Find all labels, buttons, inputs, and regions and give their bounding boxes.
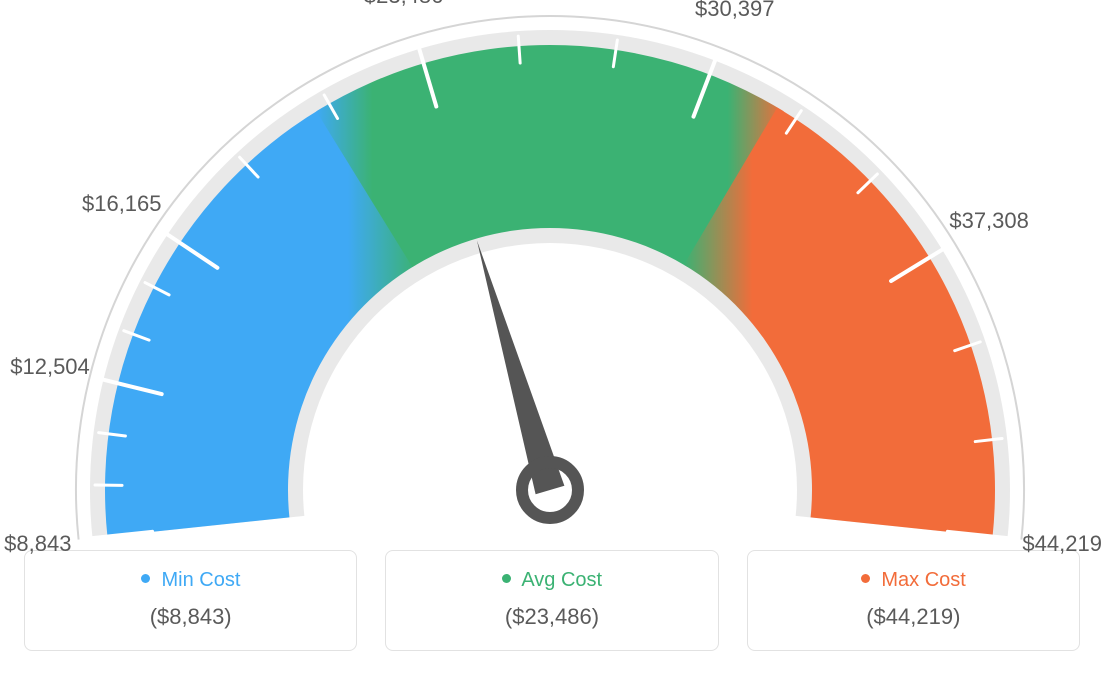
- gauge-tick-label: $12,504: [10, 354, 90, 380]
- legend-card-avg: Avg Cost ($23,486): [385, 550, 718, 651]
- legend-card-max: Max Cost ($44,219): [747, 550, 1080, 651]
- gauge-tick-label: $16,165: [82, 191, 162, 217]
- legend-value-min: ($8,843): [35, 604, 346, 630]
- legend-label: Avg Cost: [521, 569, 602, 591]
- legend-label: Min Cost: [161, 569, 240, 591]
- gauge-tick-label: $23,486: [364, 0, 444, 9]
- gauge-tick-label: $8,843: [4, 531, 71, 557]
- legend-card-min: Min Cost ($8,843): [24, 550, 357, 651]
- dot-icon: [502, 574, 511, 583]
- dot-icon: [141, 574, 150, 583]
- legend-title-avg: Avg Cost: [396, 569, 707, 592]
- dot-icon: [861, 574, 870, 583]
- chart-wrapper: $8,843 $12,504 $16,165 $23,486 $30,397 $37,30…: [0, 0, 1104, 681]
- gauge-tick-label: $44,219: [1022, 531, 1102, 557]
- gauge-tick-label: $30,397: [695, 0, 775, 22]
- legend-row: Min Cost ($8,843) Avg Cost ($23,486) Max…: [20, 550, 1084, 651]
- cost-gauge: $8,843$12,504$16,165$23,486$30,397$37,30…: [20, 10, 1084, 540]
- legend-value-avg: ($23,486): [396, 604, 707, 630]
- legend-value-max: ($44,219): [758, 604, 1069, 630]
- legend-label: Max Cost: [881, 569, 965, 591]
- gauge-tick-label: $37,308: [949, 208, 1029, 234]
- legend-title-max: Max Cost: [758, 569, 1069, 592]
- legend-title-min: Min Cost: [35, 569, 346, 592]
